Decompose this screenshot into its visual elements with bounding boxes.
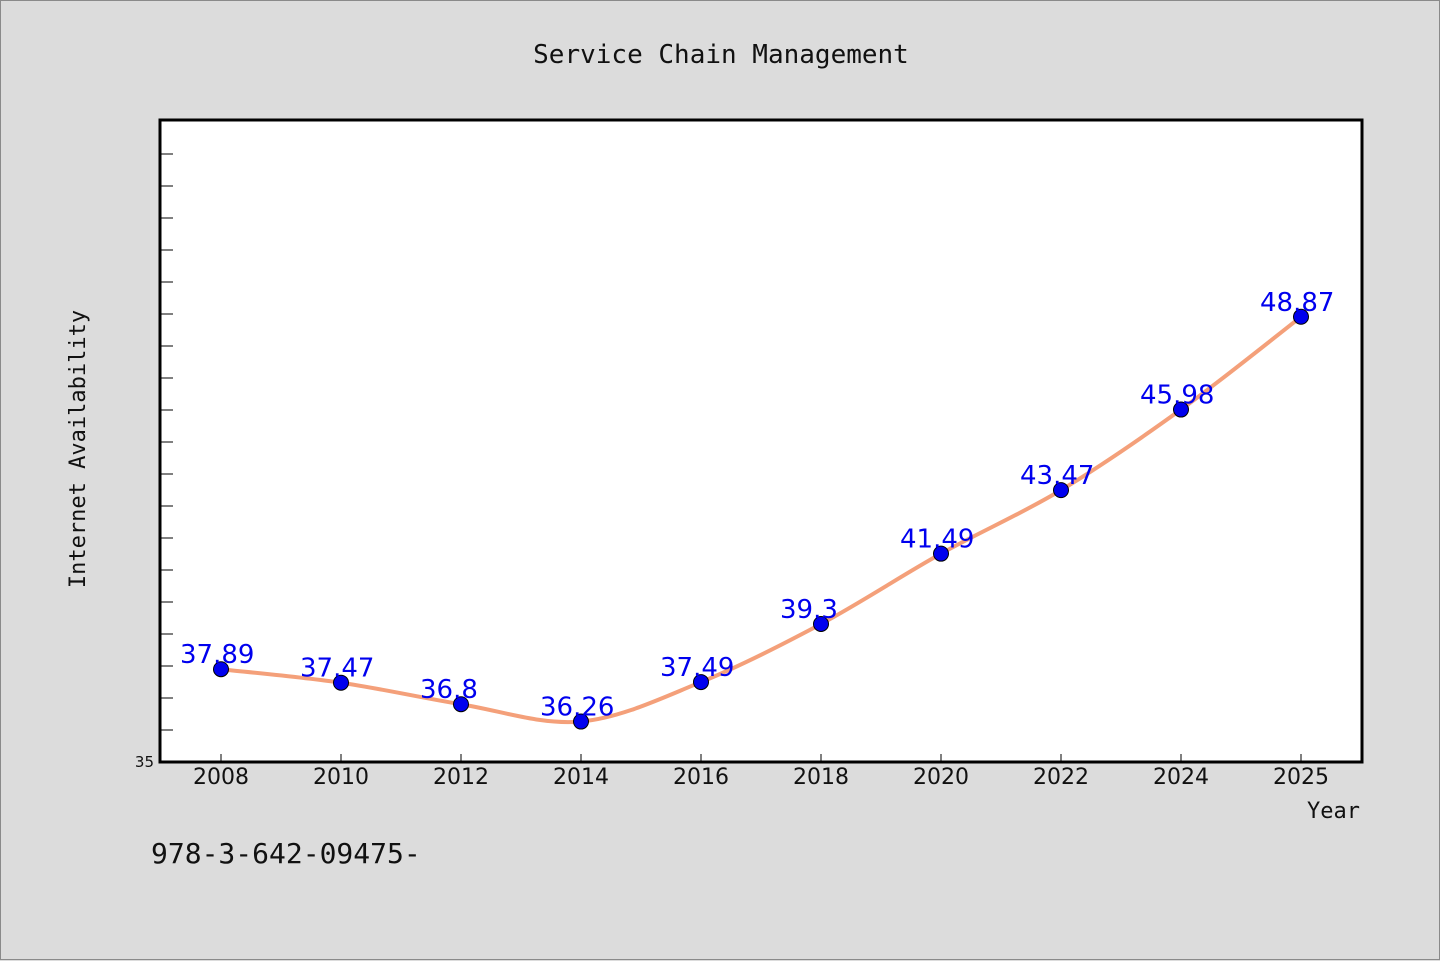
footer-isbn-text: 978-3-642-09475- <box>151 837 421 870</box>
y-tick-label: 35 <box>135 753 154 771</box>
series-group: 37.89 37.47 36.8 36.26 37.49 39.3 41.49 43.47 45… <box>180 288 1334 730</box>
data-label: 37.47 <box>300 654 374 684</box>
x-tick-label: 2025 <box>1273 765 1329 790</box>
data-label: 37.49 <box>660 653 734 683</box>
data-point <box>1293 308 1309 325</box>
x-tick-label: 2014 <box>553 765 609 790</box>
data-point <box>1173 401 1189 418</box>
data-label: 45.98 <box>1140 381 1214 411</box>
x-tick-label: 2016 <box>673 765 729 790</box>
x-tick-label: 2008 <box>193 765 249 790</box>
x-tick-label: 2024 <box>1153 765 1209 790</box>
data-label: 48.87 <box>1260 288 1334 318</box>
x-axis-ticks: 2008 2010 2012 2014 2016 2018 2020 2022 2024 2025 <box>193 754 1329 790</box>
data-point <box>1053 482 1069 499</box>
y-axis-label: Internet Availability <box>66 310 91 588</box>
x-tick-label: 2010 <box>313 765 369 790</box>
x-tick-label: 2022 <box>1033 765 1089 790</box>
data-label: 39.3 <box>780 595 838 625</box>
data-label: 41.49 <box>900 525 974 555</box>
x-axis-label: Year <box>1307 799 1360 824</box>
data-label: 43.47 <box>1020 461 1094 491</box>
x-tick-label: 2012 <box>433 765 489 790</box>
data-label: 37.89 <box>180 640 254 670</box>
data-point <box>573 713 589 730</box>
y-axis-ticks: 35 <box>135 153 173 771</box>
data-label: 36.26 <box>540 693 614 723</box>
data-label: 36.8 <box>420 675 478 705</box>
chart-title: Service Chain Management <box>533 40 909 70</box>
data-point <box>453 696 469 713</box>
data-point <box>933 545 949 562</box>
series-line <box>219 314 1303 725</box>
x-tick-label: 2020 <box>913 765 969 790</box>
x-tick-label: 2018 <box>793 765 849 790</box>
data-point <box>333 674 349 691</box>
data-point <box>693 674 709 691</box>
data-point <box>813 615 829 632</box>
data-point <box>213 661 229 678</box>
